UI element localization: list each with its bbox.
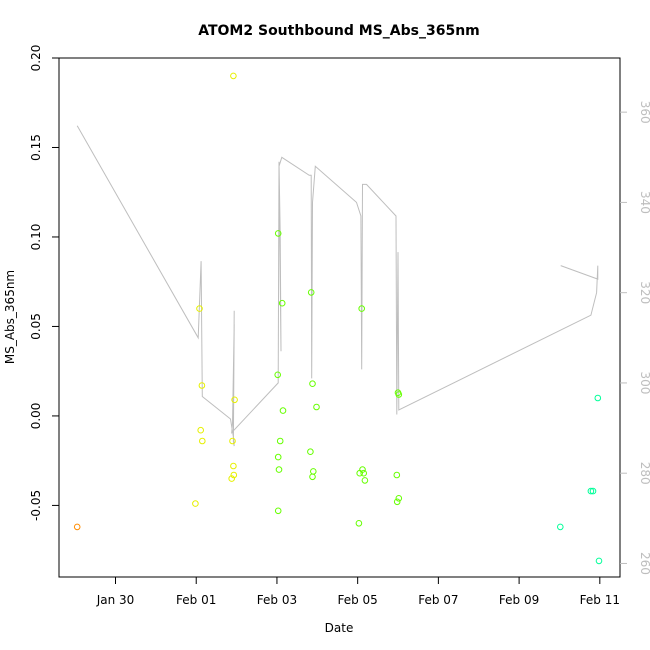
- data-point: [198, 382, 206, 389]
- data-point: [309, 380, 316, 388]
- x-axis: Jan 30 Feb 01 Feb 03 Feb 05 Feb 07 Feb 09 Feb …: [96, 577, 620, 607]
- data-point: [230, 72, 237, 80]
- data-point: [361, 477, 369, 484]
- data-point: [192, 500, 199, 507]
- data-point: [228, 475, 235, 482]
- data-point: [395, 391, 403, 398]
- data-point: [587, 487, 595, 495]
- data-point: [360, 469, 368, 477]
- point-series: [73, 72, 603, 565]
- data-point: [393, 498, 401, 506]
- x-tick-label: Feb 05: [337, 593, 377, 607]
- data-point: [73, 523, 81, 531]
- data-point: [276, 437, 284, 445]
- data-point: [231, 396, 238, 404]
- series-line: [76, 125, 599, 447]
- data-point: [309, 473, 316, 481]
- y2-tick-label: 320: [638, 281, 650, 304]
- y-axis-label: MS_Abs_365nm: [3, 270, 17, 364]
- data-point: [589, 487, 597, 495]
- data-point: [196, 305, 203, 312]
- y2-tick-label: 280: [638, 462, 650, 485]
- data-point: [199, 437, 206, 445]
- x-tick-label: Feb 01: [176, 593, 216, 607]
- data-point: [274, 371, 282, 379]
- data-point: [594, 394, 602, 402]
- x-tick-label: Feb 11: [580, 593, 620, 607]
- line-series: [76, 125, 599, 447]
- x-tick-label: Jan 30: [96, 593, 135, 607]
- data-point: [275, 466, 283, 473]
- data-point: [313, 403, 320, 411]
- data-point: [278, 299, 286, 307]
- data-point: [307, 448, 314, 456]
- data-point: [274, 507, 282, 515]
- data-point: [274, 453, 282, 461]
- data-point: [358, 305, 366, 312]
- data-point: [595, 557, 603, 565]
- y-tick-label: 0.05: [29, 313, 43, 340]
- x-tick-label: Feb 09: [499, 593, 539, 607]
- y2-tick-label: 360: [638, 101, 650, 124]
- y2-tick-label: 300: [638, 371, 650, 394]
- y2-tick-label: 260: [638, 552, 650, 575]
- y-tick-label: 0.00: [29, 403, 43, 430]
- y-tick-label: 0.10: [29, 224, 43, 251]
- data-point: [197, 426, 204, 434]
- data-point: [310, 468, 317, 475]
- y-tick-label: 0.15: [29, 134, 43, 161]
- chart-title: ATOM2 Southbound MS_Abs_365nm: [198, 23, 480, 39]
- data-point: [557, 523, 564, 531]
- data-point: [395, 495, 403, 502]
- data-point: [307, 289, 315, 296]
- data-point: [230, 471, 238, 479]
- x-tick-label: Feb 03: [257, 593, 297, 607]
- data-point: [359, 466, 366, 473]
- data-point: [274, 230, 282, 237]
- x-axis-label: Date: [325, 621, 354, 635]
- x-tick-label: Feb 07: [418, 593, 458, 607]
- data-point: [229, 437, 236, 445]
- y2-axis: 260 280 300 320 340 360: [620, 101, 650, 575]
- data-point: [355, 520, 363, 527]
- data-point: [393, 471, 401, 479]
- y-tick-label: -0.05: [29, 490, 43, 521]
- data-point: [279, 407, 287, 414]
- y-tick-label: 0.20: [29, 45, 43, 72]
- data-point: [230, 462, 237, 470]
- y-axis: -0.05 0.00 0.05 0.10 0.15 0.20: [29, 45, 59, 521]
- y2-tick-label: 340: [638, 191, 650, 214]
- plot-frame: [58, 57, 621, 578]
